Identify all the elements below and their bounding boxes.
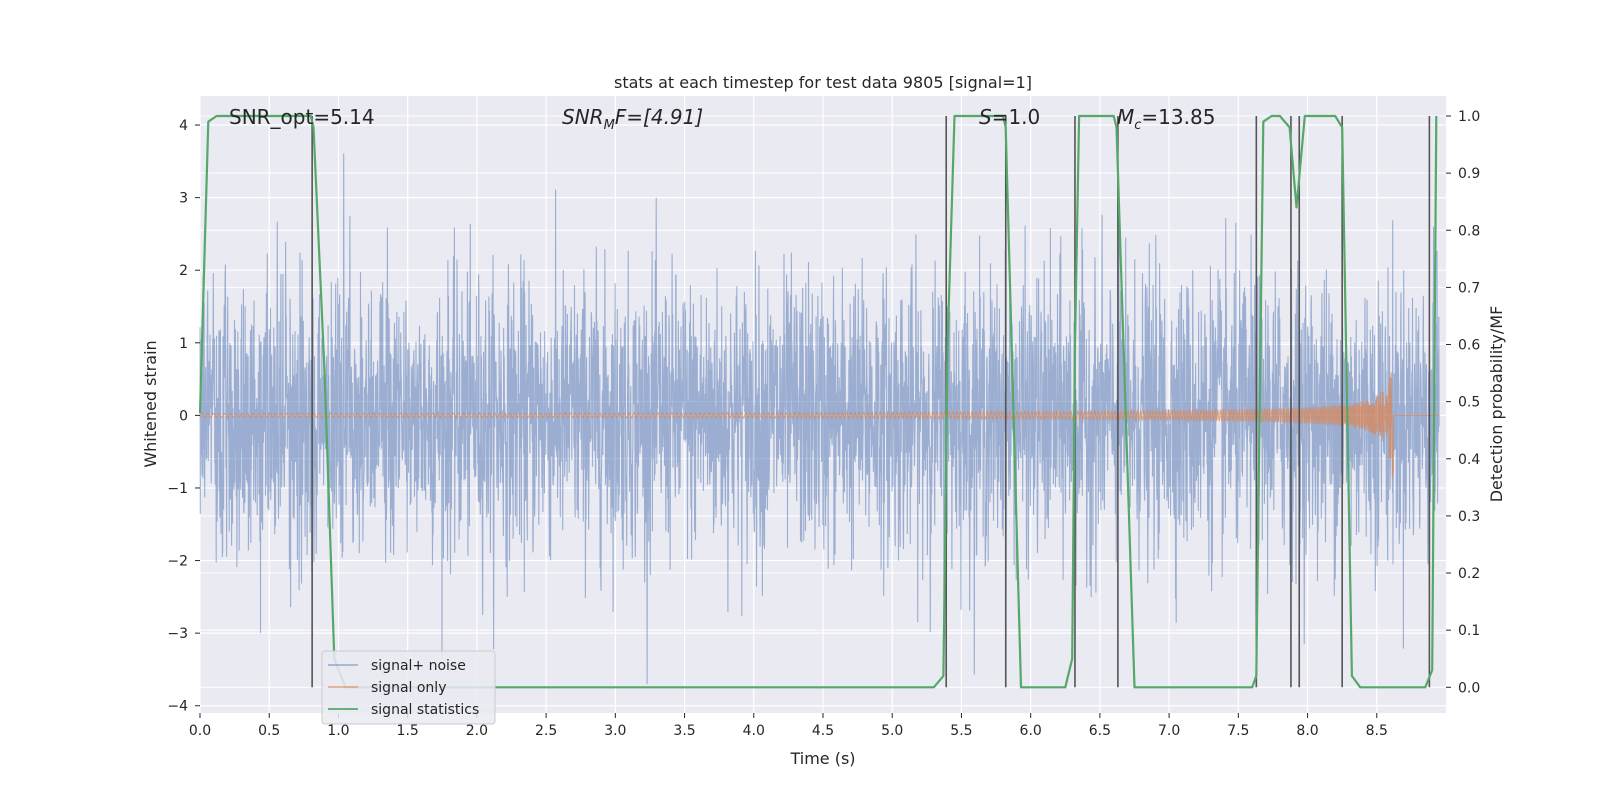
- y2-tick-label: 0.3: [1458, 509, 1480, 525]
- x-tick-label: 5.0: [881, 723, 903, 739]
- x-tick-label: 1.0: [327, 723, 349, 739]
- y2-tick-label: 0.6: [1458, 338, 1480, 354]
- annotation-mc-value: =13.85: [1141, 105, 1215, 129]
- x-tick-label: 1.5: [397, 723, 419, 739]
- x-tick-label: 6.5: [1089, 723, 1111, 739]
- x-tick-label: 4.0: [743, 723, 765, 739]
- x-tick-label: 7.0: [1158, 723, 1180, 739]
- annotation-snr-mf-base: SNR: [562, 105, 604, 129]
- annotation-mc: Mc=13.85: [1117, 105, 1215, 133]
- legend-label-signal-noise: signal+ noise: [371, 658, 466, 674]
- annotation-s-symbol: S: [979, 105, 992, 129]
- x-tick-label: 8.5: [1366, 723, 1388, 739]
- y2-tick-label: 1.0: [1458, 109, 1480, 125]
- x-tick-label: 3.0: [604, 723, 626, 739]
- y-tick-label: 2: [179, 263, 188, 279]
- legend-label-signal-statistics: signal statistics: [371, 702, 479, 718]
- x-tick-label: 2.0: [466, 723, 488, 739]
- legend-box: [321, 650, 496, 725]
- x-tick-label: 6.0: [1020, 723, 1042, 739]
- x-tick-label: 4.5: [812, 723, 834, 739]
- legend-label-signal-only: signal only: [371, 680, 446, 696]
- y-tick-label: −3: [167, 626, 188, 642]
- annotation-mc-symbol: M: [1117, 105, 1134, 129]
- y-tick-label: −2: [167, 554, 188, 570]
- x-tick-label: 8.0: [1296, 723, 1318, 739]
- x-tick-label: 2.5: [535, 723, 557, 739]
- legend: signal+ noise signal only signal statist…: [321, 650, 496, 725]
- annotation-s: S=1.0: [979, 105, 1040, 129]
- y2-tick-label: 0.4: [1458, 452, 1480, 468]
- y-tick-label: −4: [167, 699, 188, 715]
- y2-tick-label: 0.8: [1458, 223, 1480, 239]
- chart-title: stats at each timestep for test data 980…: [614, 73, 1032, 92]
- x-axis-label: Time (s): [789, 749, 855, 768]
- x-tick-label: 3.5: [673, 723, 695, 739]
- y2-tick-label: 0.9: [1458, 166, 1480, 182]
- annotation-mc-sub: c: [1134, 118, 1141, 133]
- annotation-snr-mf: SNRMF=[4.91]: [562, 105, 703, 133]
- series-signal-noise: [199, 153, 1440, 685]
- y2-axis-label: Detection probability/MF: [1487, 306, 1506, 503]
- annotation-snr-opt: SNR_opt=5.14: [229, 105, 375, 129]
- x-tick-label: 5.5: [950, 723, 972, 739]
- annotation-snr-mf-sub: M: [604, 118, 615, 133]
- ticks: 0.0 0.5 1.0 1.5 2.0 2.5 3.0 3.5 4.0 4.5 5.0 5.5 6.0 6…: [167, 109, 1480, 739]
- x-tick-label: 0.5: [258, 723, 280, 739]
- y2-tick-label: 0.0: [1458, 680, 1480, 696]
- annotation-snr-mf-rest: F=[4.91]: [615, 105, 703, 129]
- y2-tick-label: 0.2: [1458, 566, 1480, 582]
- y-tick-label: 1: [179, 336, 188, 352]
- x-tick-label: 0.0: [189, 723, 211, 739]
- y-axis-label: Whitened strain: [141, 340, 160, 467]
- y2-tick-label: 0.5: [1458, 395, 1480, 411]
- series-signal-only: [199, 372, 1440, 479]
- annotation-s-value: =1.0: [992, 105, 1041, 129]
- annotations: SNR_opt=5.14 SNRMF=[4.91] S=1.0 Mc=13.85: [229, 105, 1215, 133]
- y-tick-label: 4: [179, 118, 188, 134]
- data-layer: [198, 114, 1440, 689]
- y-tick-label: −1: [167, 481, 188, 497]
- y2-tick-label: 0.7: [1458, 280, 1480, 296]
- y-tick-label: 0: [179, 408, 188, 424]
- x-tick-label: 7.5: [1227, 723, 1249, 739]
- y-tick-label: 3: [179, 191, 188, 207]
- y2-tick-label: 0.1: [1458, 623, 1480, 639]
